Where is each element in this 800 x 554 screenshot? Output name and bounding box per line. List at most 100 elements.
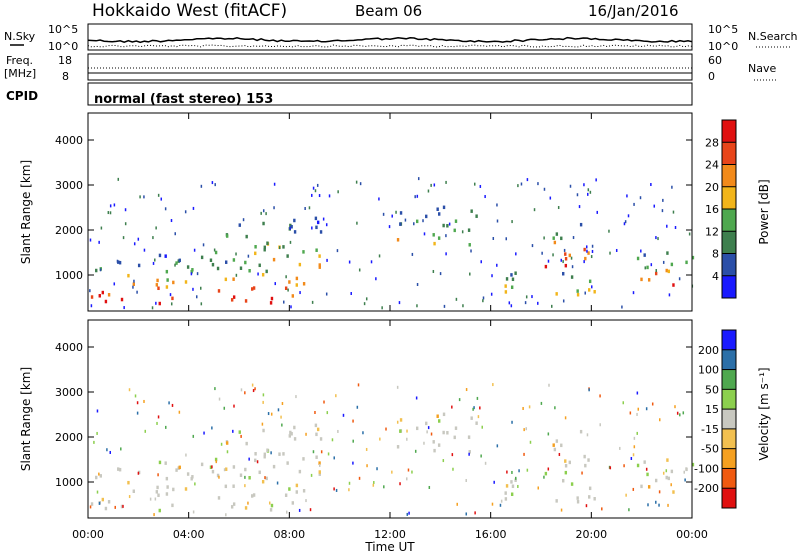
power-cell-sparse xyxy=(416,283,419,287)
power-cell-sparse xyxy=(116,259,119,263)
velocity-cell xyxy=(132,489,135,493)
velocity-cell xyxy=(164,461,167,465)
velocity-cell xyxy=(295,483,299,488)
velocity-cell-sparse xyxy=(385,427,387,431)
power-cell xyxy=(454,219,458,223)
power-cell-sparse xyxy=(492,236,495,240)
power-cell-sparse xyxy=(470,249,472,253)
power-cell-sparse xyxy=(496,263,498,267)
noise-left-tick-bottom: 10^0 xyxy=(48,40,78,53)
power-cell-sparse xyxy=(589,190,592,194)
velocity-cell-sparse xyxy=(406,437,408,441)
power-cell-sparse xyxy=(462,304,464,308)
power-cell-sparse xyxy=(639,196,642,200)
power-cell xyxy=(315,248,318,252)
y-tick-label: 1000 xyxy=(55,476,83,489)
power-cell-sparse xyxy=(584,291,586,295)
cpid-panel-frame xyxy=(87,82,693,106)
velocity-cell xyxy=(107,500,111,504)
power-cell xyxy=(232,295,236,299)
power-cell-sparse xyxy=(490,292,493,296)
velocity-cell-sparse xyxy=(540,401,543,405)
velocity-cell xyxy=(442,412,446,417)
velocity-cell xyxy=(555,499,558,503)
velocity-cell xyxy=(564,464,568,468)
power-cell-sparse xyxy=(312,186,315,190)
power-cell-sparse xyxy=(583,260,585,264)
velocity-cell-sparse xyxy=(414,449,417,453)
velocity-cell-sparse xyxy=(493,480,495,484)
power-cell-sparse xyxy=(661,209,664,213)
velocity-cell-sparse xyxy=(352,461,354,465)
power-cell xyxy=(107,293,111,297)
velocity-cell xyxy=(238,430,241,434)
power-cell xyxy=(314,216,318,221)
velocity-cell-sparse xyxy=(280,415,282,419)
freq-panel-frame xyxy=(87,53,693,81)
power-cell-sparse xyxy=(195,295,198,299)
power-cell xyxy=(284,286,288,290)
velocity-cell-sparse xyxy=(581,471,583,475)
freq-left-tick-bottom: 8 xyxy=(62,70,69,83)
velocity-cell xyxy=(99,474,103,478)
power-cell-sparse xyxy=(609,251,611,255)
velocity-cell-sparse xyxy=(120,447,122,451)
velocity-cell-sparse xyxy=(481,425,483,429)
cpid-text: normal (fast stereo) 153 xyxy=(94,92,273,107)
velocity-cell xyxy=(295,490,298,494)
power-cell-sparse xyxy=(336,249,339,253)
power-cell-sparse xyxy=(113,203,116,207)
power-cell-sparse xyxy=(578,205,581,209)
power-cell xyxy=(224,277,228,282)
velocity-cell-sparse xyxy=(659,418,661,422)
power-cell-sparse xyxy=(569,184,572,188)
velocity-cell xyxy=(319,437,323,441)
velocity-cell xyxy=(564,459,567,463)
velocity-cell xyxy=(640,484,643,489)
velocity-cell xyxy=(254,452,257,456)
power-cell-sparse xyxy=(511,220,513,224)
velocity-cell xyxy=(314,423,318,428)
power-cell-sparse xyxy=(448,222,451,226)
velocity-cell-sparse xyxy=(98,501,101,505)
power-cell-sparse xyxy=(196,272,199,276)
power-cell xyxy=(646,265,649,270)
velocity-cell-sparse xyxy=(465,388,468,392)
power-cell-sparse xyxy=(621,305,623,309)
velocity-cell xyxy=(318,472,321,476)
velocity-cell-sparse xyxy=(192,510,195,514)
velocity-cell xyxy=(291,501,295,505)
power-cell xyxy=(132,282,135,286)
velocity-cell xyxy=(216,473,220,478)
velocity-cell-sparse xyxy=(515,476,517,480)
velocity-cell xyxy=(137,470,141,475)
power-cell-sparse xyxy=(164,207,167,211)
power-cell-sparse xyxy=(311,226,313,230)
power-cell-sparse xyxy=(155,301,157,305)
power-cell xyxy=(288,280,291,284)
velocity-cell-sparse xyxy=(465,512,468,516)
power-cell xyxy=(293,218,296,223)
x-tick-label: 00:00 xyxy=(676,528,708,541)
power-colorbar-swatch xyxy=(722,253,736,277)
power-cell xyxy=(290,225,293,229)
power-cell xyxy=(127,273,130,278)
velocity-cell-sparse xyxy=(547,467,550,471)
power-cell-sparse xyxy=(508,301,511,305)
noise-right-tick-top: 10^5 xyxy=(708,23,738,36)
velocity-cell-sparse xyxy=(586,433,589,437)
velocity-cell-sparse xyxy=(211,465,213,469)
velocity-cell-sparse xyxy=(277,408,280,412)
power-cell xyxy=(319,230,323,234)
power-cell xyxy=(504,284,507,288)
velocity-cell-sparse xyxy=(456,502,458,506)
velocity-colorbar-swatch xyxy=(722,448,736,469)
power-cell xyxy=(250,287,254,291)
velocity-cell xyxy=(505,484,509,488)
power-cell xyxy=(511,277,515,282)
power-cell xyxy=(225,234,229,238)
velocity-cell xyxy=(579,429,583,434)
power-cell xyxy=(318,254,321,258)
power-colorbar-tick-label: 28 xyxy=(705,136,719,149)
velocity-colorbar-swatch xyxy=(722,409,736,430)
